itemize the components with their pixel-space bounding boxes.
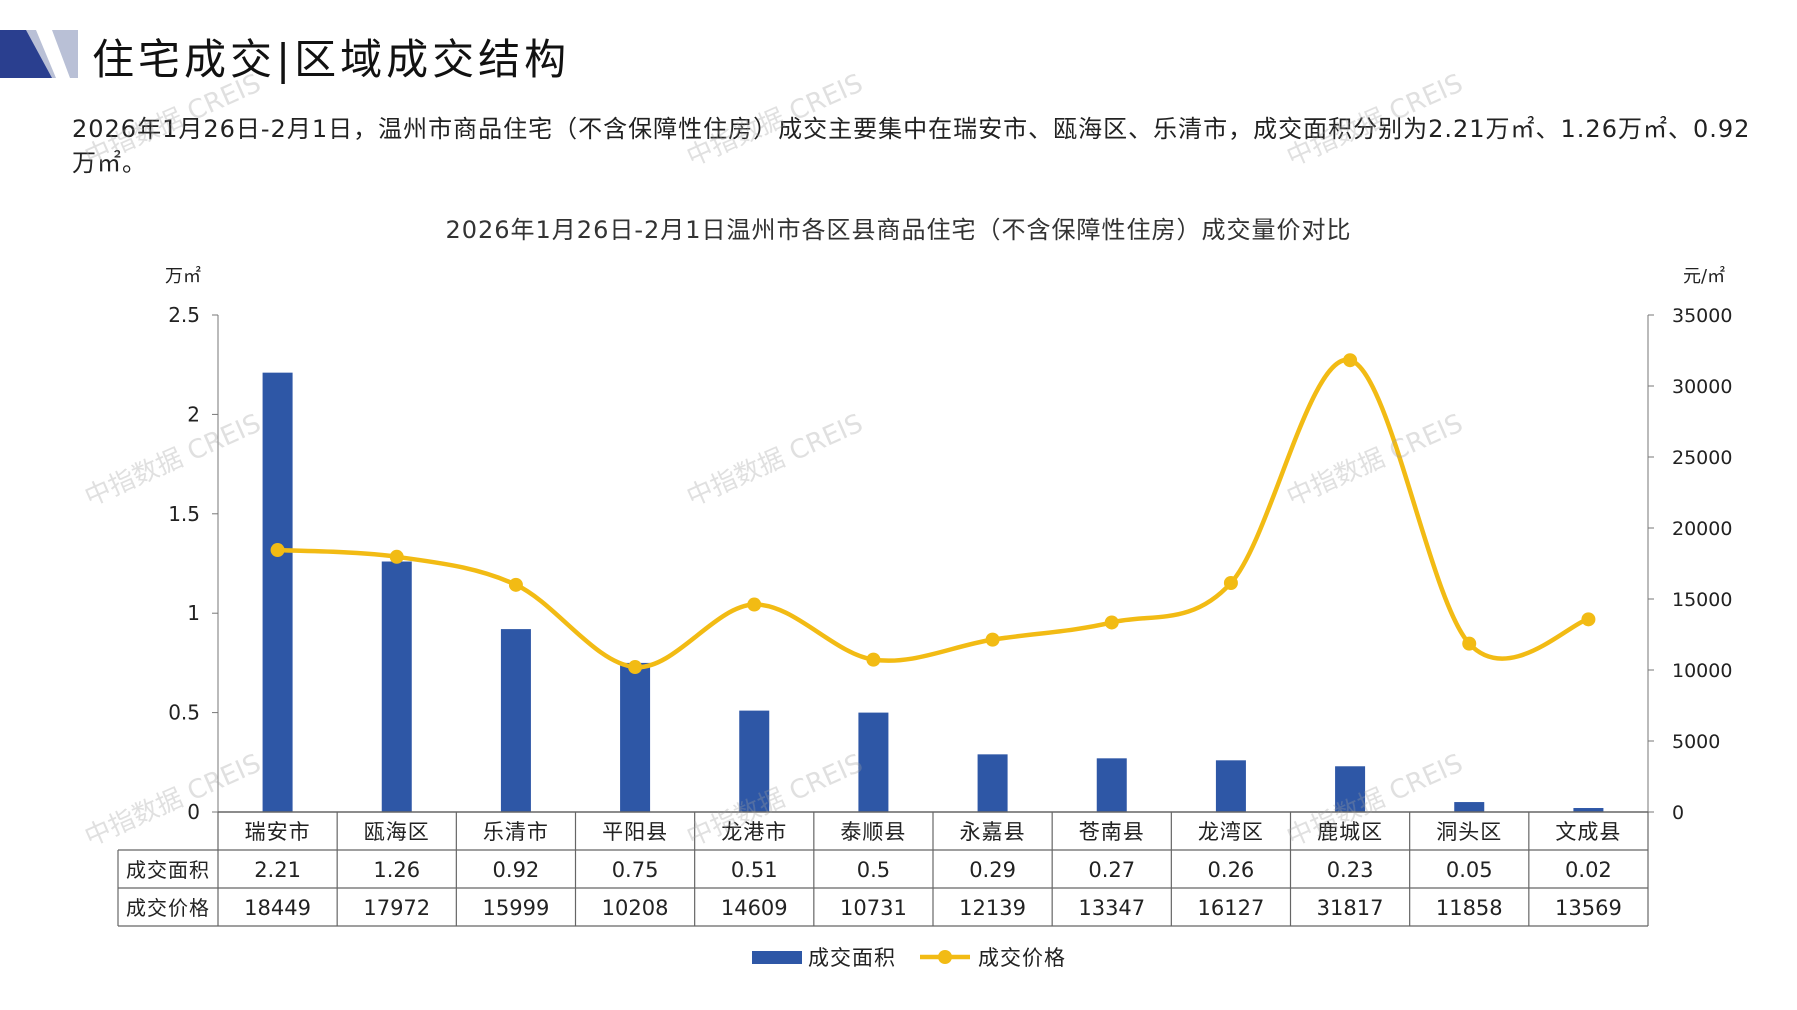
left-axis-tick-label: 2.5 (168, 303, 200, 327)
area-value-label: 0.92 (493, 858, 540, 882)
left-axis-tick-label: 0 (187, 800, 200, 824)
price-point-10 (1343, 353, 1358, 368)
price-value-label: 16127 (1198, 896, 1265, 920)
area-value-label: 0.29 (969, 858, 1016, 882)
price-value-label: 18449 (244, 896, 311, 920)
left-axis-tick-label: 0.5 (168, 701, 200, 725)
x-axis-label: 文成县 (1555, 820, 1621, 844)
bar-9 (1215, 760, 1246, 812)
right-axis-tick-label: 25000 (1672, 447, 1732, 469)
bar-10 (1335, 766, 1366, 812)
page-header: 住宅成交|区域成交结构 (0, 18, 1797, 90)
price-line (277, 357, 1590, 670)
price-point-5 (747, 597, 762, 612)
x-axis-label: 龙港市 (721, 820, 787, 844)
x-axis-label: 泰顺县 (840, 820, 906, 844)
area-value-label: 0.75 (612, 858, 659, 882)
legend-bar-key (752, 951, 802, 964)
right-axis-tick-label: 35000 (1672, 305, 1732, 327)
price-value-label: 14609 (721, 896, 788, 920)
area-value-label: 0.26 (1208, 858, 1255, 882)
price-value-label: 17972 (363, 896, 430, 920)
price-value-label: 10208 (602, 896, 669, 920)
area-value-label: 0.5 (857, 858, 890, 882)
price-value-label: 12139 (959, 896, 1026, 920)
right-axis-tick-label: 5000 (1672, 731, 1720, 753)
x-axis-label: 苍南县 (1079, 820, 1145, 844)
x-axis-label: 永嘉县 (960, 820, 1026, 844)
right-axis-tick-label: 20000 (1672, 518, 1732, 540)
price-point-6 (866, 652, 881, 667)
price-value-label: 15999 (483, 896, 550, 920)
legend-line-marker (938, 950, 952, 964)
bar-2 (381, 561, 412, 812)
bar-7 (977, 754, 1008, 812)
price-value-label: 11858 (1436, 896, 1503, 920)
left-axis-tick-label: 1.5 (168, 502, 200, 526)
x-axis-label: 洞头区 (1436, 820, 1502, 844)
x-axis-label: 乐清市 (483, 820, 549, 844)
chart-title: 2026年1月26日-2月1日温州市各区县商品住宅（不含保障性住房）成交量价对比 (445, 216, 1352, 244)
price-point-2 (389, 549, 404, 564)
area-value-label: 2.21 (254, 858, 301, 882)
x-axis-label: 龙湾区 (1198, 820, 1264, 844)
price-point-1 (270, 543, 285, 558)
legend-bar-label: 成交面积 (808, 946, 896, 970)
price-point-11 (1462, 636, 1477, 651)
bar-8 (1096, 758, 1127, 812)
right-axis-unit: 元/㎡ (1683, 265, 1725, 287)
bar-4 (620, 662, 651, 812)
price-point-3 (508, 577, 523, 592)
area-value-label: 0.27 (1088, 858, 1135, 882)
left-axis-tick-label: 1 (187, 601, 200, 625)
left-axis-tick-label: 2 (187, 402, 200, 426)
bar-1 (262, 372, 293, 812)
x-axis-label: 瑞安市 (245, 820, 311, 844)
area-value-label: 1.26 (373, 858, 420, 882)
bar-6 (858, 712, 889, 812)
price-value-label: 13569 (1555, 896, 1622, 920)
area-value-label: 0.23 (1327, 858, 1374, 882)
price-point-8 (1104, 615, 1119, 630)
price-point-4 (628, 660, 643, 675)
area-value-label: 0.02 (1565, 858, 1612, 882)
bar-11 (1454, 802, 1485, 812)
x-axis-label: 平阳县 (602, 820, 668, 844)
summary-text: 2026年1月26日-2月1日，温州市商品住宅（不含保障性住房）成交主要集中在瑞… (72, 115, 1751, 177)
price-value-label: 10731 (840, 896, 907, 920)
price-value-label: 31817 (1317, 896, 1384, 920)
x-axis-label: 鹿城区 (1317, 820, 1383, 844)
price-point-12 (1581, 612, 1596, 627)
area-value-label: 0.51 (731, 858, 778, 882)
table-row-header-area: 成交面积 (126, 858, 210, 882)
bar-12 (1573, 808, 1604, 812)
logo-icon (0, 30, 78, 78)
right-axis-tick-label: 15000 (1672, 589, 1732, 611)
table-row-header-price: 成交价格 (126, 896, 210, 920)
legend-line-label: 成交价格 (978, 946, 1066, 970)
left-axis-unit: 万㎡ (165, 265, 201, 287)
right-axis-tick-label: 30000 (1672, 376, 1732, 398)
page-title: 住宅成交|区域成交结构 (92, 35, 571, 84)
right-axis-tick-label: 0 (1672, 802, 1684, 824)
price-value-label: 13347 (1078, 896, 1145, 920)
bar-5 (739, 710, 770, 812)
price-point-9 (1223, 575, 1238, 590)
price-point-7 (985, 632, 1000, 647)
area-value-label: 0.05 (1446, 858, 1493, 882)
bar-3 (500, 629, 531, 812)
x-axis-label: 瓯海区 (364, 820, 430, 844)
right-axis-tick-label: 10000 (1672, 660, 1732, 682)
